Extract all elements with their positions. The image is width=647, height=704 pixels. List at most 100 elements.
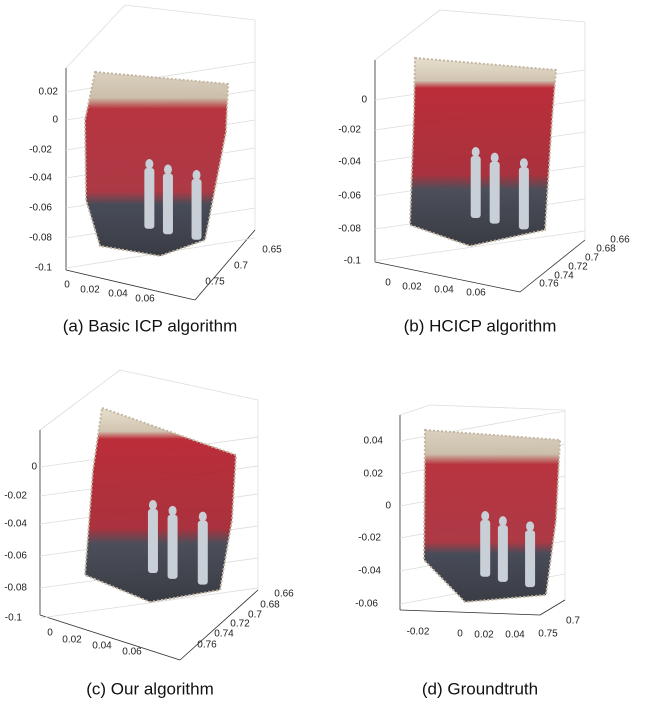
caption: (d) Groundtruth — [422, 679, 538, 698]
x-axis — [374, 261, 521, 293]
y-tick-label: 0.7 — [248, 610, 262, 621]
caption: (c) Our algorithm — [86, 679, 214, 698]
z-tick-label: -0.04 — [358, 566, 381, 577]
y-tick-label: 0.76 — [197, 640, 217, 651]
box-edge — [429, 404, 566, 411]
figure-body — [470, 156, 481, 219]
z-tick-label: 0 — [385, 501, 391, 512]
x-tick-label: 0.02 — [62, 635, 82, 646]
figure-head — [198, 511, 207, 522]
figure-head — [490, 152, 499, 163]
y-tick-label: 0.7 — [566, 616, 580, 627]
y-tick-label: 0.65 — [262, 245, 282, 256]
box-edge — [399, 404, 431, 416]
x-tick-label: 0 — [64, 280, 70, 291]
y-tick-label: 0.76 — [539, 279, 559, 290]
x-tick-label: 0 — [47, 628, 53, 639]
figure-body — [147, 509, 158, 574]
box-edge — [124, 4, 256, 21]
figure-head — [192, 170, 201, 181]
figure-body — [144, 168, 155, 229]
x-axis — [39, 614, 181, 661]
z-tick-label: 0.04 — [364, 436, 384, 447]
x-tick-label: 0.04 — [92, 641, 112, 652]
figure-head — [471, 147, 480, 157]
x-axis — [399, 609, 541, 616]
figure-body — [191, 179, 202, 240]
z-tick-label: -0.06 — [4, 551, 27, 562]
point-cloud — [83, 70, 230, 258]
z-tick-label: -0.04 — [29, 173, 52, 184]
figure-head — [163, 164, 172, 175]
y-tick-label: 0.74 — [554, 271, 574, 282]
box-edge — [374, 9, 441, 61]
x-tick-label: 0.06 — [122, 647, 142, 658]
figure-head — [526, 521, 535, 532]
y-tick-label: 0.72 — [568, 262, 588, 273]
z-tick-label: -0.06 — [29, 203, 52, 214]
panel: 0.04 0.02 0 -0.02 -0.04 -0.06 -0.02 0 0.02 0.04 0.… — [355, 404, 580, 698]
x-tick-label: 0.06 — [466, 288, 486, 299]
figure-body — [167, 514, 178, 579]
y-tick-label: 0.68 — [596, 244, 616, 255]
figure-head — [481, 511, 490, 521]
box-edge — [439, 9, 586, 23]
x-tick-label: 0.04 — [505, 630, 525, 641]
z-tick-label: -0.02 — [4, 491, 27, 502]
panel: 0 -0.02 -0.04 -0.06 -0.08 -0.1 0 0.02 0.04 0.06 0.… — [4, 369, 294, 698]
z-tick-label: -0.08 — [338, 224, 361, 235]
x-tick-label: 0 — [385, 278, 391, 289]
figure-head — [168, 505, 177, 516]
z-tick-label: 0 — [31, 462, 37, 473]
figure-body — [197, 520, 208, 585]
y-tick-label: 0.75 — [205, 277, 225, 288]
z-tick-label: 0 — [361, 95, 367, 106]
z-tick-label: -0.1 — [35, 263, 53, 274]
y-axis — [194, 229, 256, 301]
x-tick-label: 0.06 — [135, 294, 155, 305]
z-tick-label: -0.02 — [29, 145, 52, 156]
z-tick-label: 0.02 — [364, 469, 384, 480]
z-tick-label: -0.04 — [338, 157, 361, 168]
y-tick-label: 0.66 — [274, 589, 294, 600]
figure-body — [525, 530, 536, 588]
y-axis — [179, 589, 259, 661]
z-tick-label: -0.1 — [344, 256, 362, 267]
figure-head — [519, 158, 528, 169]
x-tick-label: -0.02 — [407, 627, 430, 638]
box-edge — [65, 4, 126, 69]
z-tick-label: -0.06 — [338, 191, 361, 202]
figure-body — [489, 161, 500, 224]
figure-body — [162, 173, 173, 235]
point-cloud — [408, 56, 558, 248]
figure-body — [518, 167, 529, 230]
point-cloud — [422, 428, 562, 604]
z-tick-label: -0.1 — [5, 613, 23, 624]
z-tick-label: -0.02 — [358, 533, 381, 544]
z-tick-label: -0.08 — [4, 583, 27, 594]
y-tick-label: 0.66 — [610, 235, 630, 246]
z-tick-label: -0.04 — [4, 519, 27, 530]
y-tick-label: 0.68 — [260, 600, 280, 611]
y-tick-label: 0.72 — [230, 619, 250, 630]
box-edge — [39, 369, 121, 431]
x-tick-label: 0 — [457, 629, 463, 640]
grid-line — [39, 587, 259, 619]
y-tick-label: 0.74 — [214, 629, 234, 640]
figure-head — [498, 516, 507, 527]
point-cloud — [83, 406, 238, 604]
y-axis — [519, 239, 586, 293]
caption: (b) HCICP algorithm — [404, 316, 557, 335]
caption: (a) Basic ICP algorithm — [63, 316, 237, 335]
box-edge — [119, 369, 259, 401]
x-axis — [65, 269, 196, 301]
x-tick-label: 0.04 — [108, 289, 128, 300]
x-tick-label: 0.02 — [474, 630, 494, 641]
y-axis — [539, 599, 566, 616]
x-tick-label: 0.02 — [402, 282, 422, 293]
figure-head — [145, 159, 154, 169]
y-tick-label: 0.7 — [234, 261, 248, 272]
z-tick-label: -0.06 — [355, 599, 378, 610]
y-tick-label: 0.7 — [585, 253, 599, 264]
